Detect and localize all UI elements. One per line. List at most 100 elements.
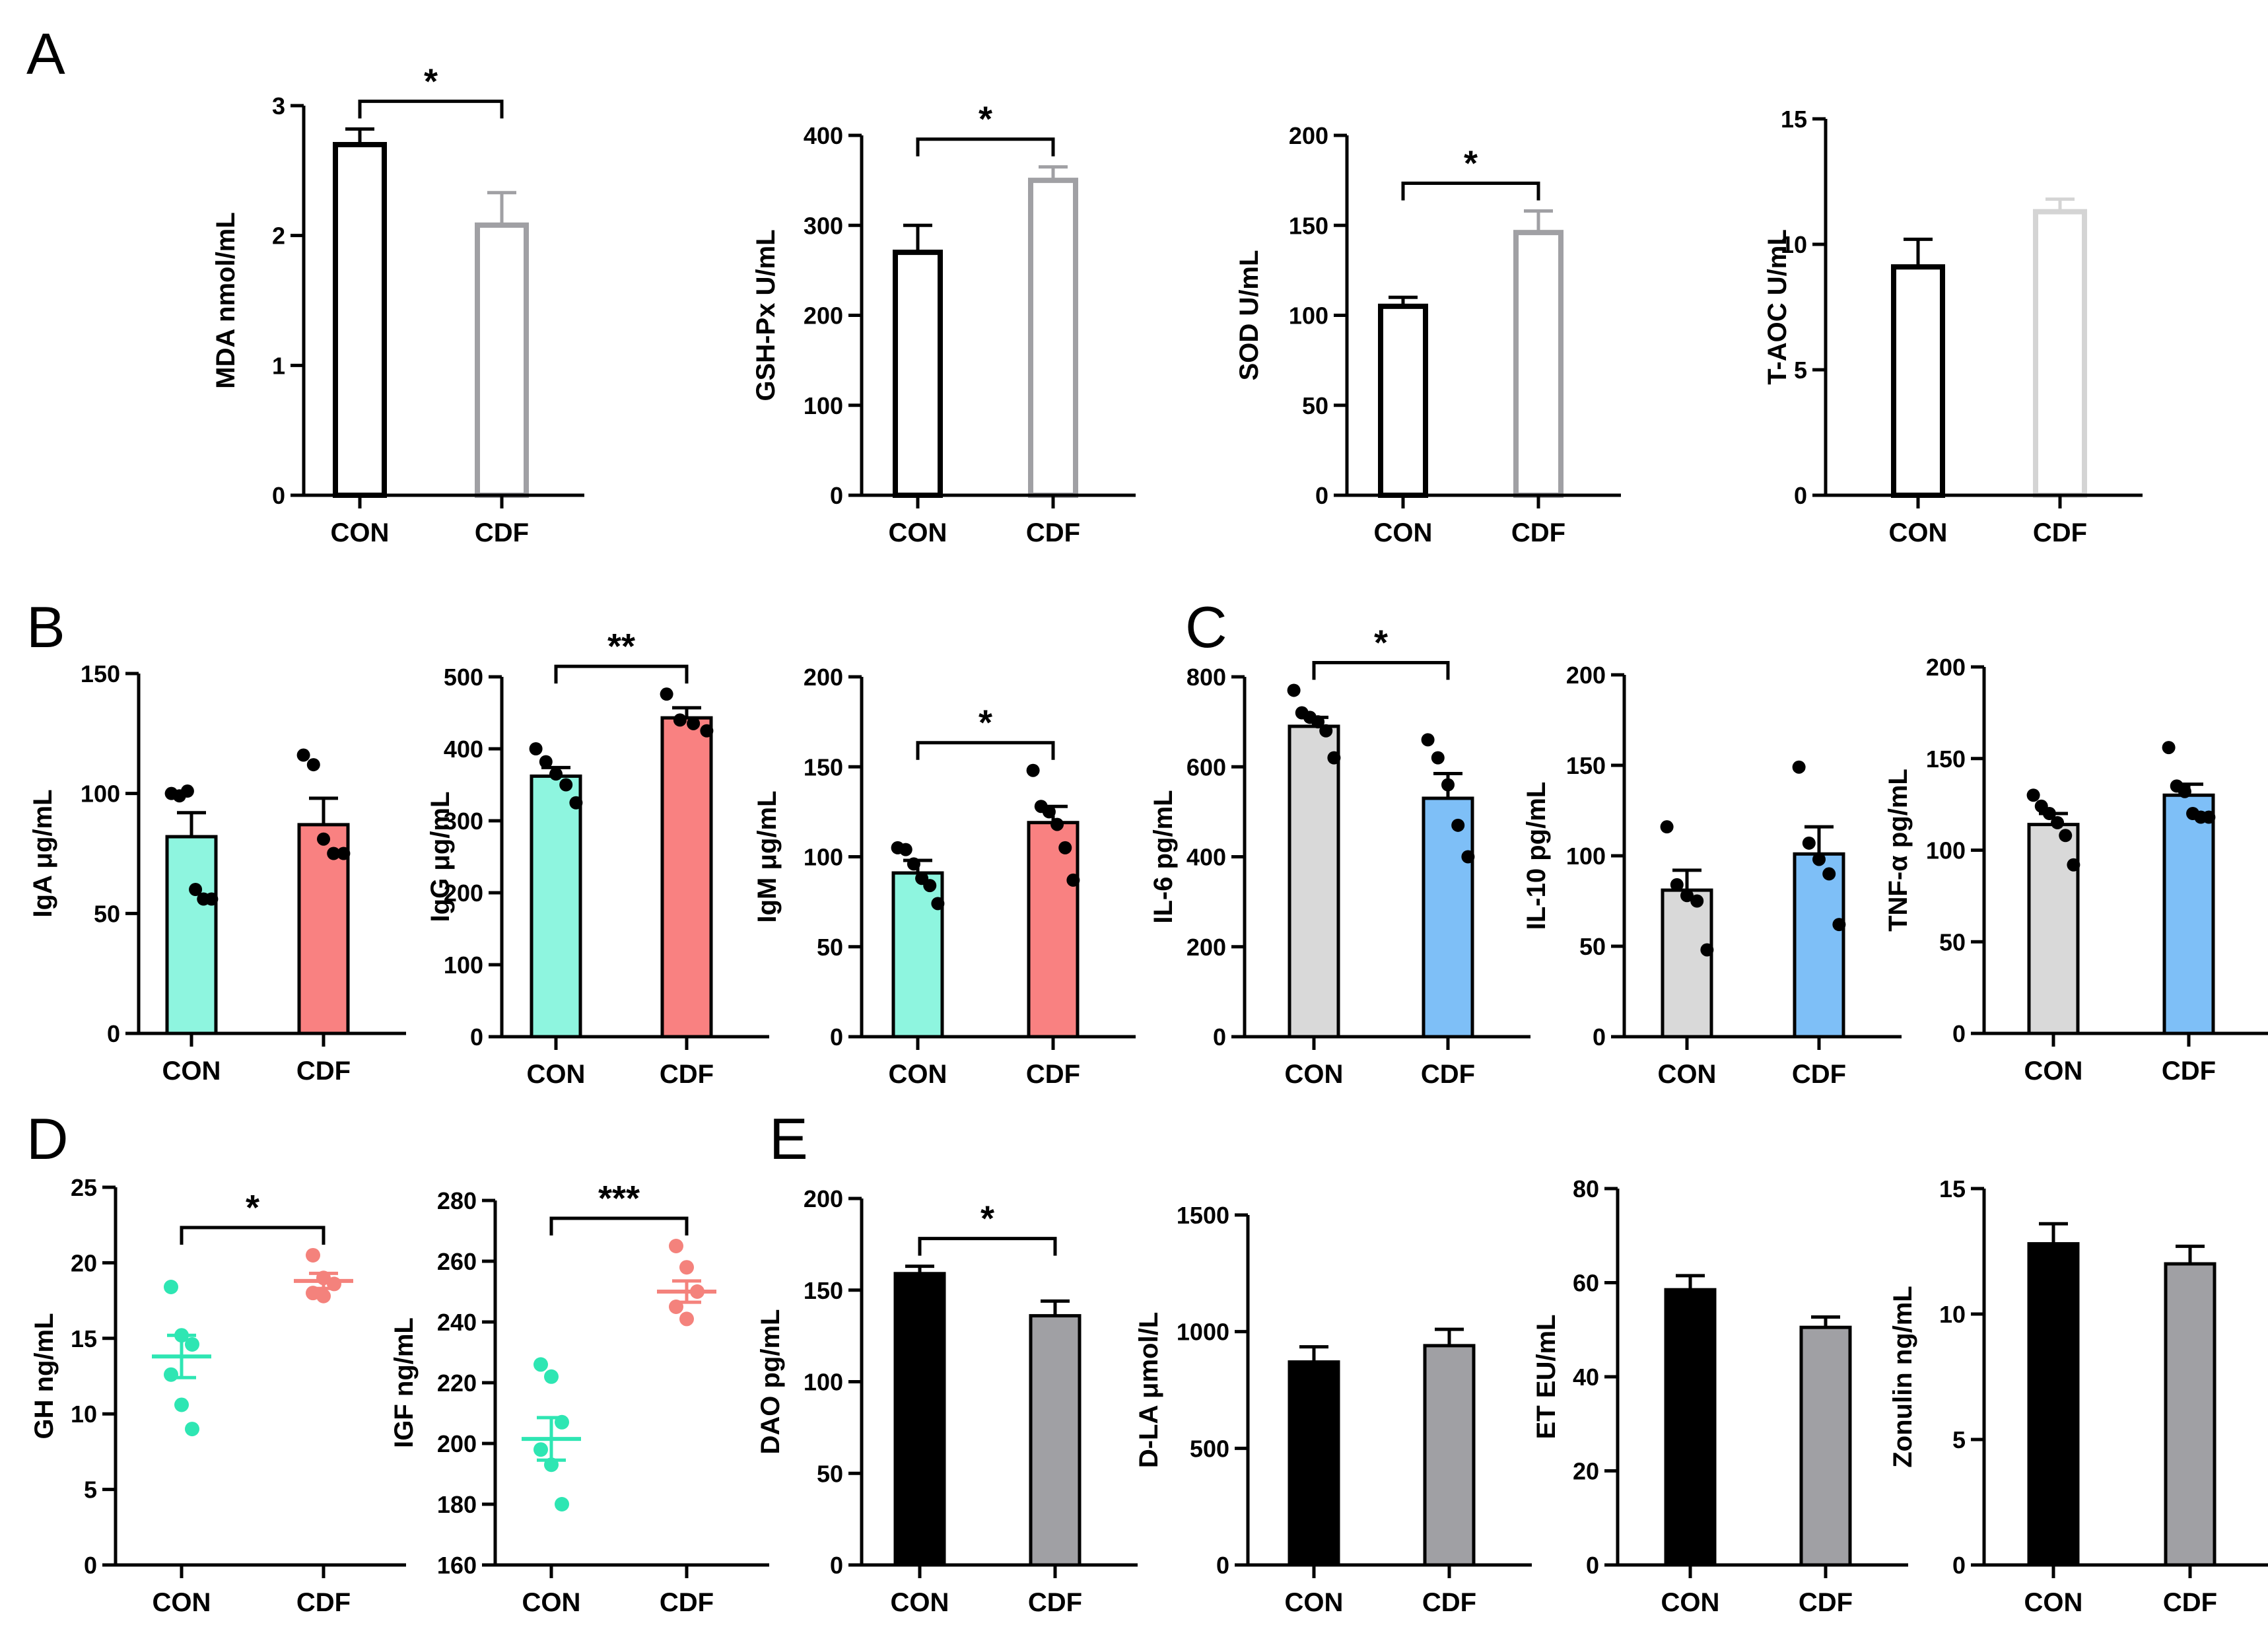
y-tick-label: 1000 [1177, 1319, 1229, 1346]
category-label-con: CON [331, 518, 390, 547]
y-tick-label: 5 [1794, 357, 1807, 384]
data-point [337, 847, 351, 860]
y-tick-label: 0 [84, 1552, 97, 1579]
data-point [2042, 807, 2056, 820]
bar-con [891, 871, 944, 1039]
y-tick-label: 200 [444, 880, 483, 907]
bar-con [333, 142, 387, 498]
panel-label-b: B [26, 594, 65, 660]
y-tick-label: 200 [437, 1430, 477, 1457]
data-point [185, 1336, 199, 1352]
data-point [189, 883, 203, 896]
data-point [185, 1422, 199, 1437]
y-axis-label: IgG μg/mL [426, 792, 455, 922]
y-tick-label: 100 [804, 392, 843, 419]
data-point [1050, 817, 1064, 831]
panel-label-a: A [26, 21, 65, 87]
chart-igf: 160 180 200 220 240 260 280 CON CDF IGF ng/mL *** [390, 1179, 769, 1617]
y-tick-label: 15 [1781, 106, 1807, 133]
data-point [2059, 829, 2073, 843]
data-point [899, 843, 912, 856]
significance-marker: * [246, 1188, 259, 1228]
y-tick-label: 0 [107, 1020, 120, 1047]
chart-igg: 0 100 200 300 400 500 CON CDF IgG μg/mL ** [426, 627, 769, 1089]
bar-cdf [1029, 1314, 1082, 1567]
bar-con [2027, 823, 2080, 1035]
y-tick-label: 20 [1573, 1458, 1599, 1485]
bar-con [1288, 1360, 1340, 1567]
chart-gh: 0 5 10 15 20 25 CON CDF GH ng/mL * [30, 1174, 406, 1617]
data-point [2026, 788, 2040, 802]
data-point [1026, 763, 1040, 777]
bar-cdf [660, 716, 713, 1039]
y-tick-label: 0 [1216, 1552, 1229, 1579]
data-point [1421, 733, 1435, 747]
y-tick-label: 0 [1213, 1024, 1226, 1051]
y-axis-label: IgM μg/mL [753, 791, 782, 923]
data-point [907, 857, 920, 871]
category-label-cdf: CDF [475, 518, 529, 547]
y-tick-label: 100 [444, 952, 483, 979]
data-point [544, 1369, 559, 1384]
y-tick-label: 15 [1939, 1175, 1966, 1202]
y-tick-label: 0 [1315, 482, 1328, 509]
data-point [533, 1442, 548, 1457]
y-axis-label: GSH-Px U/mL [751, 229, 780, 401]
bar-con [1664, 1288, 1717, 1567]
significance-marker: * [1374, 623, 1388, 662]
y-tick-label: 200 [1186, 934, 1226, 961]
panel-label-c: C [1185, 594, 1227, 660]
bar-cdf [2162, 793, 2215, 1035]
panel-label-d: D [26, 1106, 69, 1171]
y-tick-label: 300 [444, 808, 483, 835]
significance-marker: * [1464, 143, 1478, 183]
data-point [660, 687, 673, 701]
chart-et: 0 20 40 60 80 CON CDF ET EU/mL [1532, 1175, 1908, 1617]
y-tick-label: 50 [1302, 392, 1328, 419]
bar-con [165, 835, 218, 1035]
significance-bracket [916, 137, 1055, 156]
category-label-con: CON [2024, 1057, 2083, 1086]
chart-il6: 0 200 400 600 800 CON CDF IL-6 pg/mL * [1149, 623, 1530, 1089]
data-point [1832, 918, 1846, 932]
y-tick-label: 200 [804, 664, 843, 691]
category-label-cdf: CDF [1422, 1588, 1476, 1617]
significance-bracket [1312, 660, 1450, 680]
bar-cdf [1513, 230, 1564, 498]
data-point [2162, 741, 2176, 755]
chart-tnfa: 0 50 100 150 200 CON CDF TNF-α pg/mL [1884, 654, 2268, 1086]
significance-bracket [358, 99, 504, 119]
significance-marker: * [979, 100, 992, 139]
data-point [1670, 878, 1684, 891]
significance-marker: *** [598, 1179, 640, 1218]
data-point [2051, 816, 2065, 829]
y-tick-label: 3 [272, 92, 285, 120]
y-axis-label: IgA μg/mL [28, 789, 57, 917]
data-point [1058, 841, 1072, 854]
significance-marker: * [980, 1199, 994, 1239]
y-tick-label: 150 [804, 753, 843, 781]
bar-con [1661, 888, 1713, 1039]
category-label-cdf: CDF [1511, 518, 1565, 547]
data-point [2067, 858, 2080, 872]
data-point [316, 1288, 331, 1303]
y-tick-label: 180 [437, 1491, 477, 1518]
data-point [2178, 784, 2191, 798]
category-label-con: CON [527, 1060, 586, 1089]
y-tick-label: 0 [830, 482, 843, 509]
y-tick-label: 50 [1939, 928, 1966, 955]
chart-mda: 0 1 2 3 CON CDF MDA nmol/mL * [211, 61, 584, 547]
data-point [205, 892, 219, 906]
y-tick-label: 150 [81, 660, 120, 687]
data-point [1792, 760, 1806, 774]
data-point [306, 1247, 320, 1263]
y-tick-label: 0 [1593, 1024, 1606, 1051]
category-label-con: CON [1661, 1588, 1720, 1617]
data-point [923, 879, 937, 893]
y-tick-label: 400 [804, 122, 843, 149]
data-point [533, 1357, 548, 1372]
y-tick-label: 240 [437, 1309, 477, 1336]
significance-bracket [918, 1237, 1057, 1256]
y-tick-label: 0 [1952, 1020, 1966, 1047]
